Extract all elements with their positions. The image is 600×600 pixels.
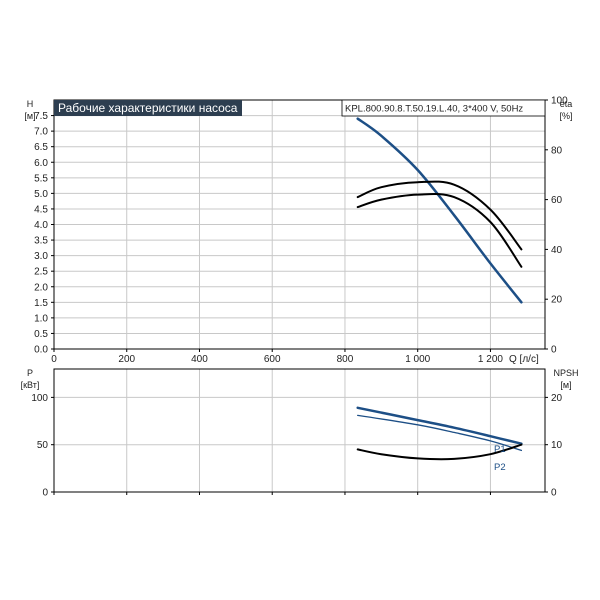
x-tick-label: 800 xyxy=(337,354,354,365)
x-tick-label: 200 xyxy=(118,354,135,365)
left-tick-label: 5.0 xyxy=(34,189,48,200)
top-plot-frame xyxy=(53,99,546,350)
right-tick-label: 100 xyxy=(551,96,568,107)
right-axis-unit-npsh: [м] xyxy=(560,380,571,390)
left-tick-label: 7.0 xyxy=(34,127,48,138)
x-tick-label: 1 200 xyxy=(478,354,503,365)
right-tick-label: 20 xyxy=(551,393,563,404)
left-tick-label: 50 xyxy=(37,440,49,451)
x-tick-label: 1 000 xyxy=(405,354,430,365)
left-axis-unit-h: [м] xyxy=(24,111,35,121)
top-left-ticks: 0.0 0.5 1.0 1.5 2.0 2.5 3.0 3.5 4.0 4.5 5.0 5.5 6.0 6… xyxy=(34,111,48,355)
bottom-right-ticks: 0 10 20 xyxy=(551,393,563,499)
left-tick-label: 1.0 xyxy=(34,313,48,324)
right-tick-label: 0 xyxy=(551,488,557,499)
curve-1-1 xyxy=(357,414,523,452)
curve-0-2 xyxy=(356,192,523,268)
left-tick-label: 0 xyxy=(42,488,48,499)
left-tick-label: 4.0 xyxy=(34,220,48,231)
right-tick-label: 40 xyxy=(551,245,563,256)
left-axis-label-h: H xyxy=(27,99,34,109)
left-axis-label-p: P xyxy=(27,368,33,378)
curve-0-0 xyxy=(356,117,523,304)
x-tick-label: 600 xyxy=(264,354,281,365)
bottom-grid xyxy=(51,369,548,495)
left-tick-label: 6.5 xyxy=(34,142,48,153)
left-tick-label: 2.0 xyxy=(34,282,48,293)
chart-title-box xyxy=(54,100,242,116)
performance-chart-bottom: 0 50 100 0 10 20 P [кВт] NPSH [м] P1 P2 xyxy=(21,368,579,499)
left-tick-label: 7.5 xyxy=(34,111,48,122)
left-axis-unit-p: [кВт] xyxy=(21,380,40,390)
right-tick-label: 20 xyxy=(551,295,563,306)
x-tick-label: 0 xyxy=(51,354,57,365)
series-label-p2: P2 xyxy=(494,462,506,473)
right-axis-unit-eta: [%] xyxy=(559,111,572,121)
x-tick-label: 400 xyxy=(191,354,208,365)
x-axis-label-q: Q [л/с] xyxy=(509,354,539,365)
performance-chart-top: 0.0 0.5 1.0 1.5 2.0 2.5 3.0 3.5 4.0 4.5 5.0 5.5 6.0 6… xyxy=(24,96,572,366)
right-axis-label-eta: eta xyxy=(560,99,573,109)
left-tick-label: 2.5 xyxy=(34,267,48,278)
curve-1-0 xyxy=(356,406,523,445)
bottom-plot-frame xyxy=(53,368,546,493)
left-tick-label: 5.5 xyxy=(34,173,48,184)
right-tick-label: 0 xyxy=(551,345,557,356)
curve-0-1 xyxy=(356,180,523,251)
series-label-p1: P1 xyxy=(494,444,506,455)
left-tick-label: 6.0 xyxy=(34,158,48,169)
bottom-curves xyxy=(356,406,523,461)
right-tick-label: 80 xyxy=(551,145,563,156)
left-tick-label: 1.5 xyxy=(34,298,48,309)
right-tick-label: 60 xyxy=(551,195,563,206)
bottom-left-ticks: 0 50 100 xyxy=(31,393,48,499)
left-tick-label: 3.5 xyxy=(34,236,48,247)
right-axis-label-npsh: NPSH xyxy=(553,368,578,378)
left-tick-label: 0.5 xyxy=(34,329,48,340)
chart-title: Рабочие характеристики насоса xyxy=(58,101,238,115)
top-x-ticks: 0 200 400 600 800 1 000 1 200 xyxy=(51,354,503,365)
top-curves xyxy=(356,117,523,304)
left-tick-label: 4.5 xyxy=(34,204,48,215)
left-tick-label: 3.0 xyxy=(34,251,48,262)
left-tick-label: 0.0 xyxy=(34,345,48,356)
model-box xyxy=(341,99,546,117)
left-tick-label: 100 xyxy=(31,393,48,404)
top-right-ticks: 0 20 40 60 80 100 xyxy=(551,96,568,356)
top-grid xyxy=(51,99,548,352)
curve-1-2 xyxy=(356,443,523,461)
right-tick-label: 10 xyxy=(551,440,563,451)
pump-model: KPL.800.90.8.T.50.19.L.40, 3*400 V, 50Hz xyxy=(345,104,523,115)
